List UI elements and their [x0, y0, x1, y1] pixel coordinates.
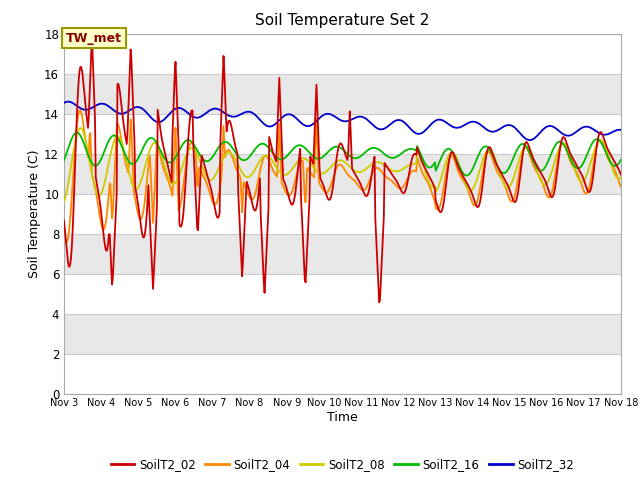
Line: SoilT2_08: SoilT2_08: [64, 128, 621, 202]
SoilT2_02: [128, 77, 136, 83]
Bar: [64, 354, 621, 394]
SoilT2_32: [128, 106, 136, 112]
SoilT2_04: [63, 240, 70, 245]
SoilT2_16: [60, 157, 68, 163]
Line: SoilT2_16: SoilT2_16: [64, 132, 621, 176]
SoilT2_32: [71, 101, 79, 107]
SoilT2_04: [71, 147, 79, 153]
Bar: [64, 193, 621, 234]
SoilT2_04: [60, 232, 68, 238]
SoilT2_08: [70, 144, 78, 150]
SoilT2_04: [76, 108, 84, 113]
SoilT2_16: [428, 164, 435, 170]
SoilT2_08: [428, 183, 435, 189]
SoilT2_08: [128, 180, 136, 186]
SoilT2_02: [60, 217, 68, 223]
Line: SoilT2_32: SoilT2_32: [64, 102, 621, 140]
Bar: [64, 274, 621, 313]
SoilT2_02: [428, 179, 436, 184]
SoilT2_04: [412, 168, 419, 174]
SoilT2_16: [463, 173, 470, 179]
SoilT2_16: [185, 137, 193, 143]
Bar: [64, 73, 621, 114]
X-axis label: Time: Time: [327, 411, 358, 424]
SoilT2_02: [88, 32, 96, 37]
SoilT2_16: [411, 147, 419, 153]
SoilT2_02: [617, 171, 625, 177]
SoilT2_16: [214, 145, 222, 151]
SoilT2_04: [428, 190, 436, 195]
SoilT2_02: [185, 130, 193, 136]
SoilT2_02: [214, 215, 222, 221]
SoilT2_32: [428, 121, 435, 127]
Bar: [64, 234, 621, 274]
SoilT2_16: [128, 161, 136, 167]
SoilT2_32: [60, 100, 68, 106]
SoilT2_32: [185, 111, 193, 117]
Text: TW_met: TW_met: [66, 32, 122, 45]
SoilT2_08: [60, 199, 68, 204]
SoilT2_02: [70, 192, 78, 198]
Legend: SoilT2_02, SoilT2_04, SoilT2_08, SoilT2_16, SoilT2_32: SoilT2_02, SoilT2_04, SoilT2_08, SoilT2_…: [106, 454, 579, 476]
SoilT2_32: [411, 130, 419, 135]
SoilT2_32: [64, 99, 72, 105]
SoilT2_08: [214, 167, 222, 172]
SoilT2_04: [617, 184, 625, 190]
SoilT2_16: [70, 132, 78, 137]
Bar: [64, 154, 621, 193]
Line: SoilT2_02: SoilT2_02: [64, 35, 621, 302]
SoilT2_02: [412, 151, 419, 157]
SoilT2_32: [617, 127, 625, 133]
SoilT2_04: [215, 191, 223, 197]
SoilT2_08: [411, 161, 419, 167]
Bar: [64, 34, 621, 73]
SoilT2_08: [617, 175, 625, 180]
SoilT2_04: [129, 168, 137, 173]
Y-axis label: Soil Temperature (C): Soil Temperature (C): [28, 149, 42, 278]
SoilT2_16: [617, 157, 625, 163]
Line: SoilT2_04: SoilT2_04: [64, 110, 621, 242]
Bar: [64, 313, 621, 354]
SoilT2_16: [74, 130, 81, 135]
SoilT2_32: [525, 137, 533, 143]
SoilT2_32: [214, 106, 222, 112]
SoilT2_04: [186, 143, 193, 148]
Bar: [64, 114, 621, 154]
Title: Soil Temperature Set 2: Soil Temperature Set 2: [255, 13, 429, 28]
SoilT2_02: [375, 300, 383, 305]
SoilT2_08: [76, 125, 84, 131]
SoilT2_08: [185, 147, 193, 153]
